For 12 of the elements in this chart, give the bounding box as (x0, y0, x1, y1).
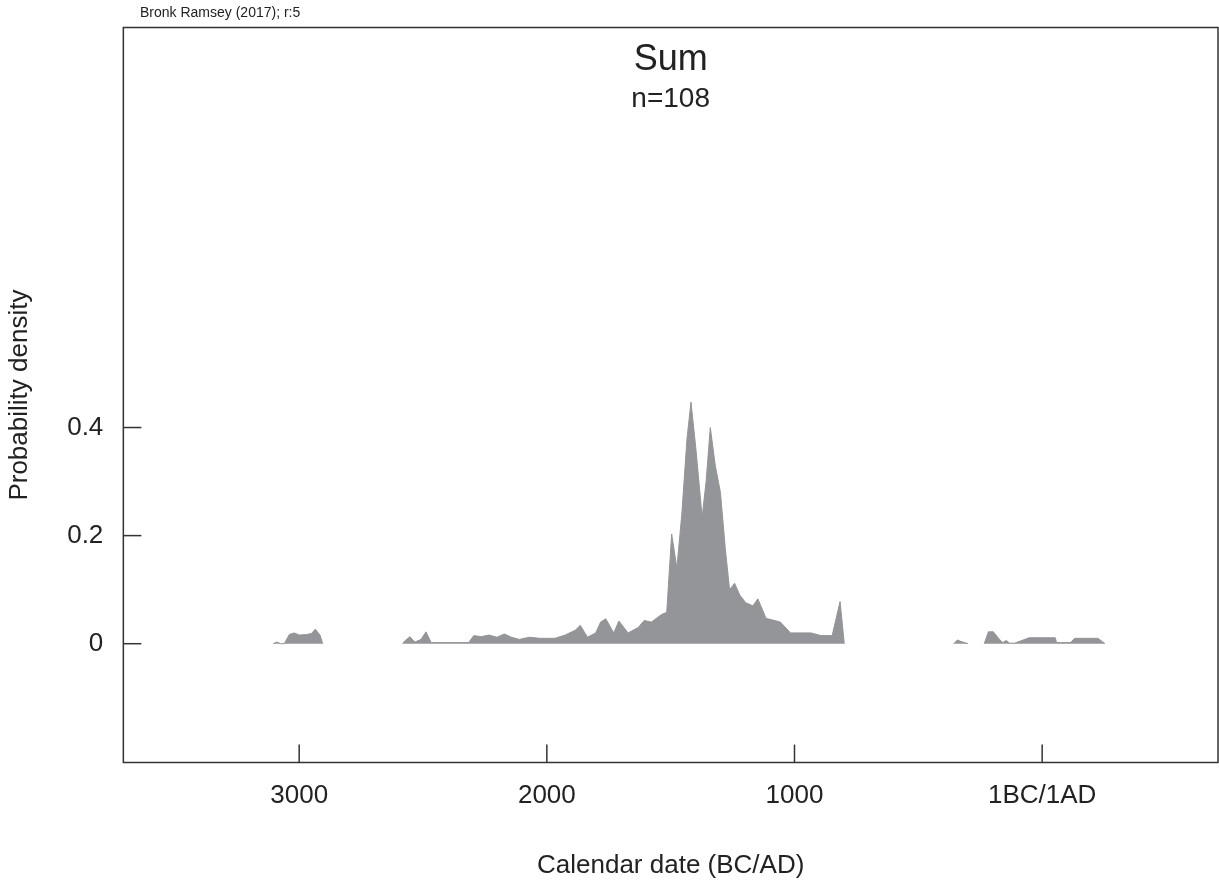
y-tick-label: 0 (88, 626, 104, 657)
x-tick-label: 3000 (270, 779, 329, 810)
text: Bronk Ramsey (2017); r:5 (140, 4, 301, 20)
x-tick-label: 1000 (765, 779, 824, 810)
y-tick-label: 0.4 (67, 410, 104, 441)
text: n=108 (631, 82, 710, 114)
x-tick-label: 2000 (517, 779, 576, 810)
x-tick-label: 1BC/1AD (987, 779, 1097, 810)
x-axis-title: Calendar date (BC/AD) (537, 848, 805, 879)
chart-title: Sum (633, 36, 708, 78)
y-tick-label: 0.2 (67, 518, 104, 549)
y-axis-title: Probability density (2, 289, 33, 501)
